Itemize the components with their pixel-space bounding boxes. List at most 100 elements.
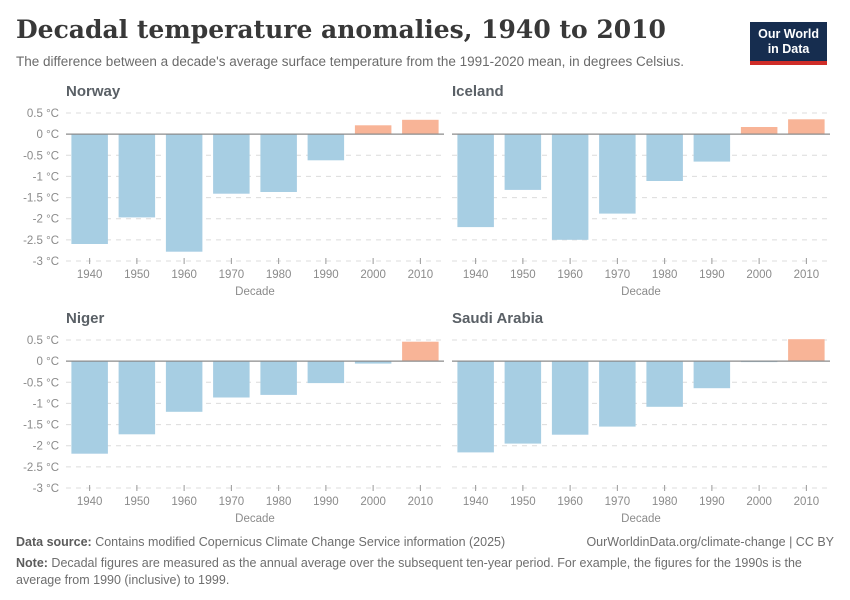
x-tick-label: 1950 <box>124 496 150 508</box>
facet-chart-saudi-arabia: 1940 1950 1960 1970 1980 1990 2000 2010 Decade <box>452 334 830 528</box>
footer-source-row: Data source: Contains modified Copernicu… <box>16 534 834 551</box>
x-tick-label: 1940 <box>77 496 103 508</box>
y-tick-label: 0.5 °C <box>27 335 59 347</box>
bar-2010[interactable] <box>788 119 825 135</box>
bar-2010[interactable] <box>402 119 439 135</box>
bars <box>457 119 825 240</box>
x-tick-label: 1940 <box>77 269 103 281</box>
x-tick-label: 1940 <box>463 496 489 508</box>
x-axis: 1940 1950 1960 1970 1980 1990 2000 2010 Decade <box>77 485 433 525</box>
data-source-line: Data source: Contains modified Copernicu… <box>16 534 505 551</box>
bar-1970[interactable] <box>213 361 250 398</box>
x-tick-label: 1970 <box>605 496 631 508</box>
y-tick-label: 0.5 °C <box>27 108 59 120</box>
x-tick-label: 2000 <box>746 269 772 281</box>
y-tick-label: -1 °C <box>33 398 59 410</box>
data-source-label: Data source: <box>16 535 92 549</box>
x-tick-label: 2000 <box>746 496 772 508</box>
bar-1950[interactable] <box>118 361 156 435</box>
x-tick-label: 2010 <box>408 269 434 281</box>
x-tick-label: 1980 <box>266 496 292 508</box>
x-tick-label: 1960 <box>557 496 583 508</box>
x-tick-label: 2010 <box>408 496 434 508</box>
y-tick-label: 0 °C <box>37 129 60 141</box>
y-tick-label: -3 °C <box>33 483 59 495</box>
bar-1950[interactable] <box>118 134 156 218</box>
bar-1980[interactable] <box>260 361 297 395</box>
facet-niger: Niger 0.5 °C 0 °C -0.5 °C -1 °C -1.5 °C -2 °C… <box>16 309 444 528</box>
bars <box>71 341 439 454</box>
x-tick-label: 2010 <box>794 496 820 508</box>
bar-1960[interactable] <box>551 134 589 240</box>
facet-chart-niger: 0.5 °C 0 °C -0.5 °C -1 °C -1.5 °C -2 °C -2.5 °… <box>16 334 444 528</box>
y-tick-label: -2 °C <box>33 441 59 453</box>
bar-1940[interactable] <box>71 361 108 454</box>
facet-saudi-arabia: Saudi Arabia 1940 1950 1960 1970 1980 1990 200… <box>452 309 830 528</box>
bar-1970[interactable] <box>213 134 250 194</box>
x-tick-label: 1980 <box>652 496 678 508</box>
page-subtitle: The difference between a decade's averag… <box>16 54 684 69</box>
footer-note: Note: Decadal figures are measured as th… <box>16 555 816 589</box>
y-tick-label: -2 °C <box>33 214 59 226</box>
bar-1970[interactable] <box>599 134 636 214</box>
owid-link[interactable]: OurWorldinData.org/climate-change | CC B… <box>586 535 834 549</box>
y-tick-label: -2.5 °C <box>23 235 59 247</box>
x-tick-label: 1960 <box>171 496 197 508</box>
bar-1960[interactable] <box>551 361 589 435</box>
facet-chart-iceland: 1940 1950 1960 1970 1980 1990 2000 2010 Decade <box>452 107 830 301</box>
y-tick-label: -0.5 °C <box>23 150 59 162</box>
bars <box>71 119 439 252</box>
bar-2010[interactable] <box>402 341 439 362</box>
x-tick-label: 1950 <box>510 496 536 508</box>
x-axis-title: Decade <box>235 513 275 525</box>
bar-1940[interactable] <box>457 134 494 228</box>
x-axis-title: Decade <box>235 286 275 298</box>
chart-header: Decadal temperature anomalies, 1940 to 2… <box>16 12 834 82</box>
bar-1980[interactable] <box>260 134 297 192</box>
note-text: Decadal figures are measured as the annu… <box>16 556 802 587</box>
bar-1960[interactable] <box>165 134 203 252</box>
facet-iceland: Iceland 1940 1950 1960 1970 1980 1990 2000 2010… <box>452 82 830 301</box>
facet-norway: Norway 0.5 °C 0 °C -0.5 °C -1 °C -1.5 °C -2 °… <box>16 82 444 301</box>
facet-title-niger: Niger <box>66 310 105 327</box>
x-tick-label: 2000 <box>360 496 386 508</box>
bars <box>457 339 825 453</box>
x-tick-label: 1970 <box>219 496 245 508</box>
bar-2000[interactable] <box>354 361 392 364</box>
bar-1990[interactable] <box>693 134 731 162</box>
y-tick-label: -2.5 °C <box>23 462 59 474</box>
note-label: Note: <box>16 556 48 570</box>
bar-1950[interactable] <box>504 134 542 190</box>
page-title: Decadal temperature anomalies, 1940 to 2… <box>16 15 666 44</box>
x-tick-label: 1970 <box>605 269 631 281</box>
x-tick-label: 2010 <box>794 269 820 281</box>
bar-1960[interactable] <box>165 361 203 412</box>
owid-logo-box: Our World in Data <box>750 22 827 65</box>
owid-logo[interactable]: Our World in Data <box>750 22 827 65</box>
y-tick-label: -1.5 °C <box>23 193 59 205</box>
x-axis: 1940 1950 1960 1970 1980 1990 2000 2010 Decade <box>463 258 819 298</box>
bar-1940[interactable] <box>71 134 108 244</box>
bar-1980[interactable] <box>646 361 683 407</box>
x-tick-label: 1980 <box>266 269 292 281</box>
x-axis: 1940 1950 1960 1970 1980 1990 2000 2010 Decade <box>77 258 433 298</box>
bar-1980[interactable] <box>646 134 683 181</box>
small-multiples-grid: Norway 0.5 °C 0 °C -0.5 °C -1 °C -1.5 °C -2 °… <box>16 82 834 528</box>
bar-1990[interactable] <box>307 361 345 384</box>
facet-title-norway: Norway <box>66 83 121 100</box>
x-tick-label: 1950 <box>510 269 536 281</box>
x-tick-label: 2000 <box>360 269 386 281</box>
bar-1970[interactable] <box>599 361 636 427</box>
y-tick-label: 0 °C <box>37 356 60 368</box>
bar-2000[interactable] <box>740 127 778 135</box>
x-tick-label: 1960 <box>557 269 583 281</box>
x-tick-label: 1990 <box>313 496 339 508</box>
bar-1950[interactable] <box>504 361 542 444</box>
bar-2010[interactable] <box>788 339 825 362</box>
facet-title-saudi-arabia: Saudi Arabia <box>452 310 544 327</box>
bar-1940[interactable] <box>457 361 494 453</box>
bar-1990[interactable] <box>693 361 731 389</box>
bar-1990[interactable] <box>307 134 345 161</box>
bar-2000[interactable] <box>354 125 392 135</box>
